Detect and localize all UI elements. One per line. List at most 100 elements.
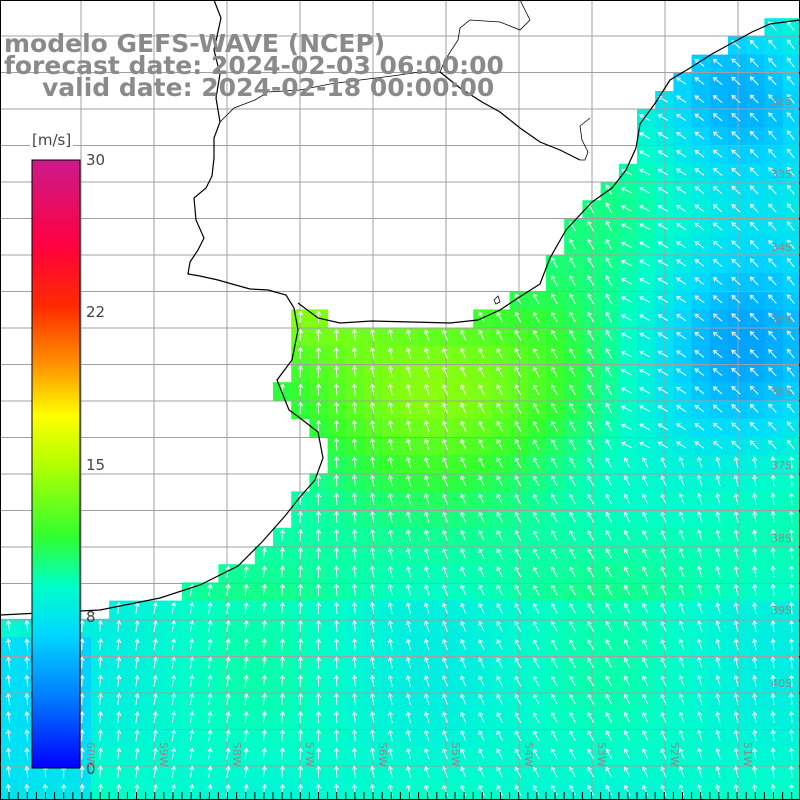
wind-direction-arrow xyxy=(442,456,448,469)
wind-direction-arrow xyxy=(460,766,467,778)
wind-direction-arrow xyxy=(171,729,177,742)
wind-direction-arrow xyxy=(768,94,777,104)
wind-direction-arrow xyxy=(460,675,467,687)
wind-direction-arrow xyxy=(786,57,795,68)
wind-direction-arrow xyxy=(642,675,649,687)
wind-direction-arrow xyxy=(550,566,558,578)
wind-direction-arrow xyxy=(639,405,651,413)
wind-direction-arrow xyxy=(442,329,448,341)
wind-direction-arrow xyxy=(550,275,558,286)
wind-direction-arrow xyxy=(623,693,631,705)
wind-direction-arrow xyxy=(333,692,340,705)
wind-direction-arrow xyxy=(478,438,485,450)
wind-direction-arrow xyxy=(532,329,540,341)
wind-direction-arrow xyxy=(261,565,267,578)
lat-label-33s: 33S xyxy=(771,168,792,181)
wind-direction-arrow xyxy=(660,529,667,541)
wind-direction-arrow xyxy=(712,313,723,322)
wind-direction-arrow xyxy=(171,620,177,633)
wind-direction-arrow xyxy=(333,765,340,778)
wind-direction-arrow xyxy=(550,657,558,669)
wind-direction-arrow xyxy=(550,493,558,505)
wind-direction-arrow xyxy=(715,492,721,505)
wind-direction-arrow xyxy=(116,656,122,669)
wind-direction-arrow xyxy=(243,692,249,705)
wind-direction-arrow xyxy=(478,456,485,469)
wind-direction-arrow xyxy=(657,114,669,121)
wind-direction-arrow xyxy=(460,438,467,451)
wind-direction-arrow xyxy=(694,313,705,322)
wind-direction-arrow xyxy=(297,601,304,614)
wind-direction-arrow xyxy=(297,619,304,633)
wind-direction-arrow xyxy=(496,548,503,560)
wind-direction-arrow xyxy=(786,312,795,323)
wind-direction-arrow xyxy=(514,675,522,687)
wind-direction-arrow xyxy=(569,748,576,760)
wind-direction-arrow xyxy=(694,277,705,286)
wind-direction-arrow xyxy=(460,693,467,705)
wind-direction-arrow xyxy=(351,365,357,378)
wind-direction-arrow xyxy=(406,419,412,432)
wind-direction-arrow xyxy=(514,566,522,578)
wind-direction-arrow xyxy=(460,365,467,378)
wind-direction-arrow xyxy=(620,241,632,249)
wind-direction-arrow xyxy=(731,276,741,286)
wind-direction-arrow xyxy=(620,405,632,412)
wind-direction-arrow xyxy=(442,711,448,723)
wind-direction-arrow xyxy=(605,420,613,432)
wind-direction-arrow xyxy=(733,729,739,742)
wind-direction-arrow xyxy=(569,438,576,450)
wind-direction-arrow xyxy=(660,602,667,614)
wind-direction-arrow xyxy=(351,656,357,669)
wind-direction-arrow xyxy=(715,693,721,705)
wind-direction-arrow xyxy=(351,528,357,542)
wind-direction-arrow xyxy=(261,747,267,760)
wind-direction-arrow xyxy=(642,784,649,796)
wind-direction-arrow xyxy=(550,675,558,687)
wind-direction-arrow xyxy=(712,440,723,449)
wind-direction-arrow xyxy=(660,766,667,778)
wind-direction-arrow xyxy=(678,547,685,560)
wind-direction-arrow xyxy=(315,474,322,487)
wind-direction-arrow xyxy=(550,347,558,359)
wind-direction-arrow xyxy=(442,383,448,396)
wind-direction-arrow xyxy=(97,619,103,633)
wind-direction-arrow xyxy=(569,384,576,396)
wind-direction-arrow xyxy=(752,565,758,578)
wind-direction-arrow xyxy=(514,584,522,596)
wind-direction-arrow xyxy=(587,420,595,432)
wind-direction-arrow xyxy=(623,639,631,651)
wind-direction-arrow xyxy=(715,529,721,542)
wind-direction-arrow xyxy=(620,387,632,394)
wind-direction-arrow xyxy=(315,383,322,396)
wind-direction-arrow xyxy=(550,256,558,268)
wind-direction-arrow xyxy=(460,711,467,724)
wind-direction-arrow xyxy=(712,386,723,395)
wind-direction-arrow xyxy=(569,329,576,341)
wind-direction-arrow xyxy=(675,241,687,249)
wind-direction-arrow xyxy=(369,765,375,778)
wind-direction-arrow xyxy=(424,602,430,614)
wind-direction-arrow xyxy=(134,692,140,705)
wind-direction-arrow xyxy=(752,638,758,651)
wind-direction-arrow xyxy=(786,439,795,450)
wind-direction-arrow xyxy=(243,638,249,651)
wind-direction-arrow xyxy=(225,565,231,578)
wind-direction-arrow xyxy=(569,566,576,578)
wind-direction-arrow xyxy=(424,511,430,523)
wind-direction-arrow xyxy=(369,620,375,633)
wind-direction-arrow xyxy=(243,601,249,614)
wind-direction-arrow xyxy=(171,765,177,778)
wind-direction-arrow xyxy=(514,366,522,378)
wind-direction-arrow xyxy=(694,441,705,449)
wind-direction-arrow xyxy=(642,456,649,469)
wind-direction-arrow xyxy=(279,729,285,742)
wind-direction-arrow xyxy=(731,258,741,268)
wind-direction-arrow xyxy=(424,675,430,687)
wind-direction-arrow xyxy=(369,565,375,578)
wind-direction-arrow xyxy=(134,656,140,669)
wind-direction-arrow xyxy=(678,766,685,778)
wind-direction-arrow xyxy=(657,132,669,140)
wind-direction-arrow xyxy=(786,93,795,104)
wind-direction-arrow xyxy=(442,584,448,596)
